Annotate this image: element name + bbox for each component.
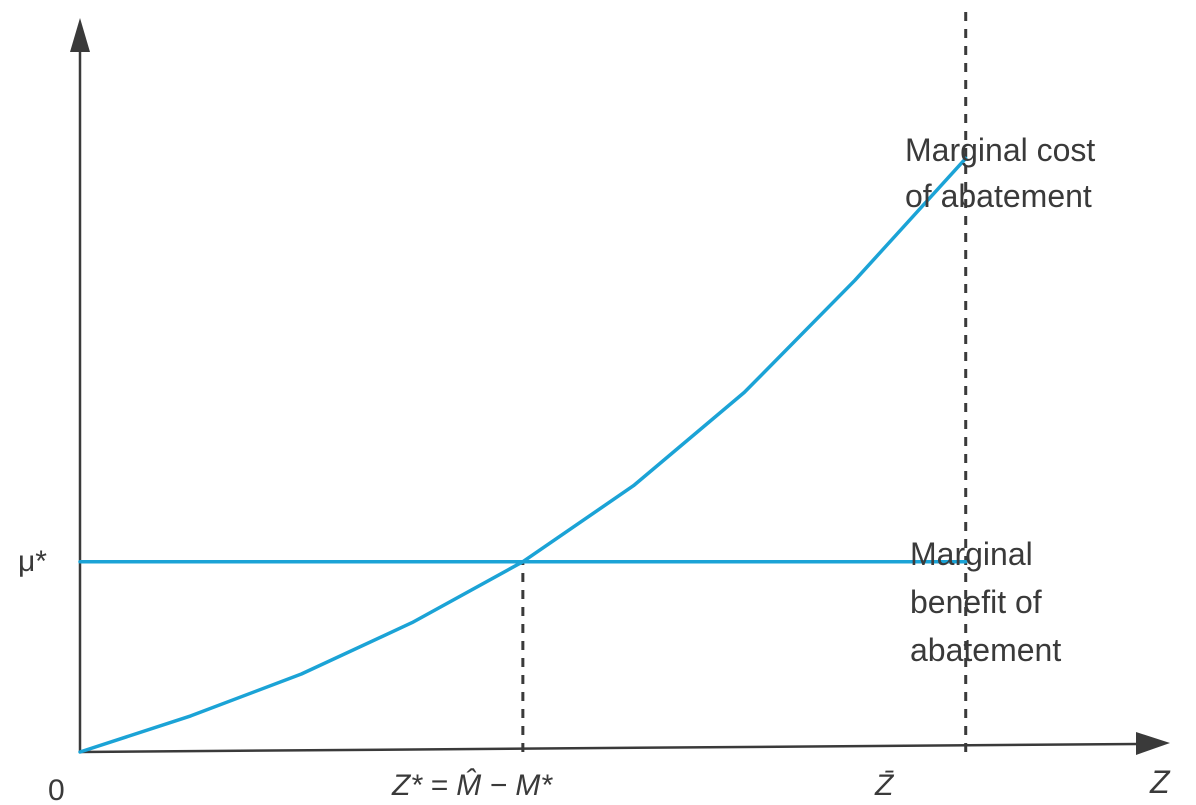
y-tick-label-mu-star: μ*	[18, 545, 47, 578]
series-lines	[78, 156, 968, 754]
annotation-marginal-benefit-line-3: abatement	[910, 632, 1061, 668]
labels: 0 Z μ* Z* = M̂ − M* Z̄ Marginal cost of …	[18, 132, 1171, 805]
axes	[70, 18, 1170, 755]
annotation-marginal-cost-line-1: Marginal cost	[905, 132, 1095, 168]
x-axis-label: Z	[1149, 764, 1171, 800]
annotation-marginal-benefit-line-1: Marginal	[910, 536, 1033, 572]
annotation-marginal-benefit-line-2: benefit of	[910, 584, 1042, 620]
annotation-marginal-cost-line-2: of abatement	[905, 178, 1092, 214]
origin-label: 0	[48, 774, 65, 805]
x-tick-label-z-bar: Z̄	[874, 769, 895, 802]
reference-lines	[521, 10, 968, 752]
x-axis-line	[79, 742, 1139, 754]
x-tick-label-z-star: Z* = M̂ − M*	[391, 769, 553, 802]
y-axis-arrow	[70, 18, 90, 52]
x-axis-arrow	[1136, 732, 1170, 755]
